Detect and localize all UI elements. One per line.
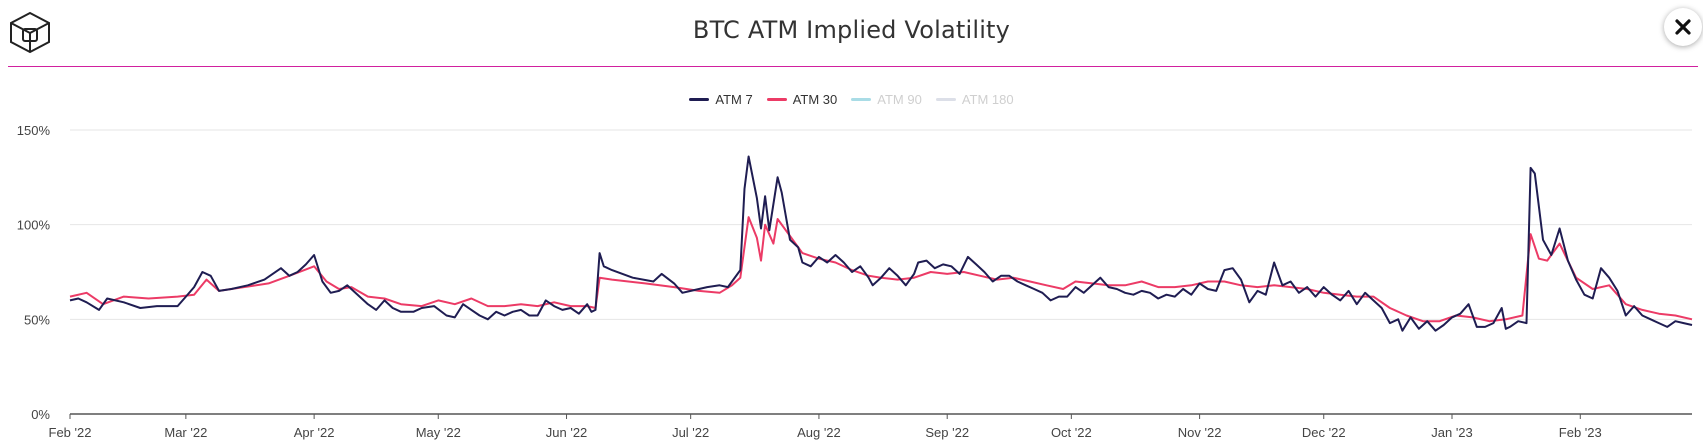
y-tick-label: 0% [31,407,50,422]
x-tick-label: Sep '22 [925,425,969,440]
x-tick-label: Jun '22 [546,425,588,440]
x-tick-label: Jan '23 [1431,425,1473,440]
x-tick-label: Oct '22 [1051,425,1092,440]
chart-title: BTC ATM Implied Volatility [692,16,1011,44]
legend-label-atm90: ATM 90 [877,92,922,107]
legend-label-atm180: ATM 180 [961,92,1014,107]
x-tick-label: Nov '22 [1178,425,1222,440]
legend-item-atm180[interactable]: ATM 180 [935,92,1014,107]
x-tick-label: May '22 [416,425,461,440]
volatility-chart: 0% 50% 100% 150% Feb '22 Mar '22 Apr '22 May '2… [17,123,1693,440]
x-tick-label: Jul '22 [672,425,709,440]
x-tick-label: Mar '22 [164,425,207,440]
x-tick-label: Aug '22 [797,425,841,440]
y-tick-label: 50% [24,312,50,327]
legend-swatch-atm90 [851,98,872,101]
x-tick-label: Dec '22 [1302,425,1346,440]
legend-item-atm7[interactable]: ATM 7 [689,92,753,107]
legend-swatch-atm30 [766,98,787,101]
cube-logo-icon [10,11,50,54]
chart-legend: ATM 7 ATM 30 ATM 90 ATM 180 [0,92,1703,107]
y-tick-label: 150% [17,123,51,138]
x-tick-label: Feb '22 [49,425,92,440]
header-divider [8,66,1698,67]
legend-item-atm90[interactable]: ATM 90 [851,92,922,107]
series-line-atm30 [69,216,1693,323]
legend-item-atm30[interactable]: ATM 30 [766,92,838,107]
legend-label-atm7: ATM 7 [715,92,753,107]
close-button[interactable] [1664,8,1702,46]
legend-swatch-atm7 [689,98,710,101]
chart-header: BTC ATM Implied Volatility [0,0,1703,67]
legend-label-atm30: ATM 30 [792,92,838,107]
y-tick-label: 100% [17,218,51,233]
x-tick-label: Apr '22 [294,425,335,440]
series-line-atm7 [69,155,1693,332]
legend-swatch-atm180 [935,98,956,101]
close-icon [1675,19,1691,35]
x-tick-label: Feb '23 [1559,425,1602,440]
